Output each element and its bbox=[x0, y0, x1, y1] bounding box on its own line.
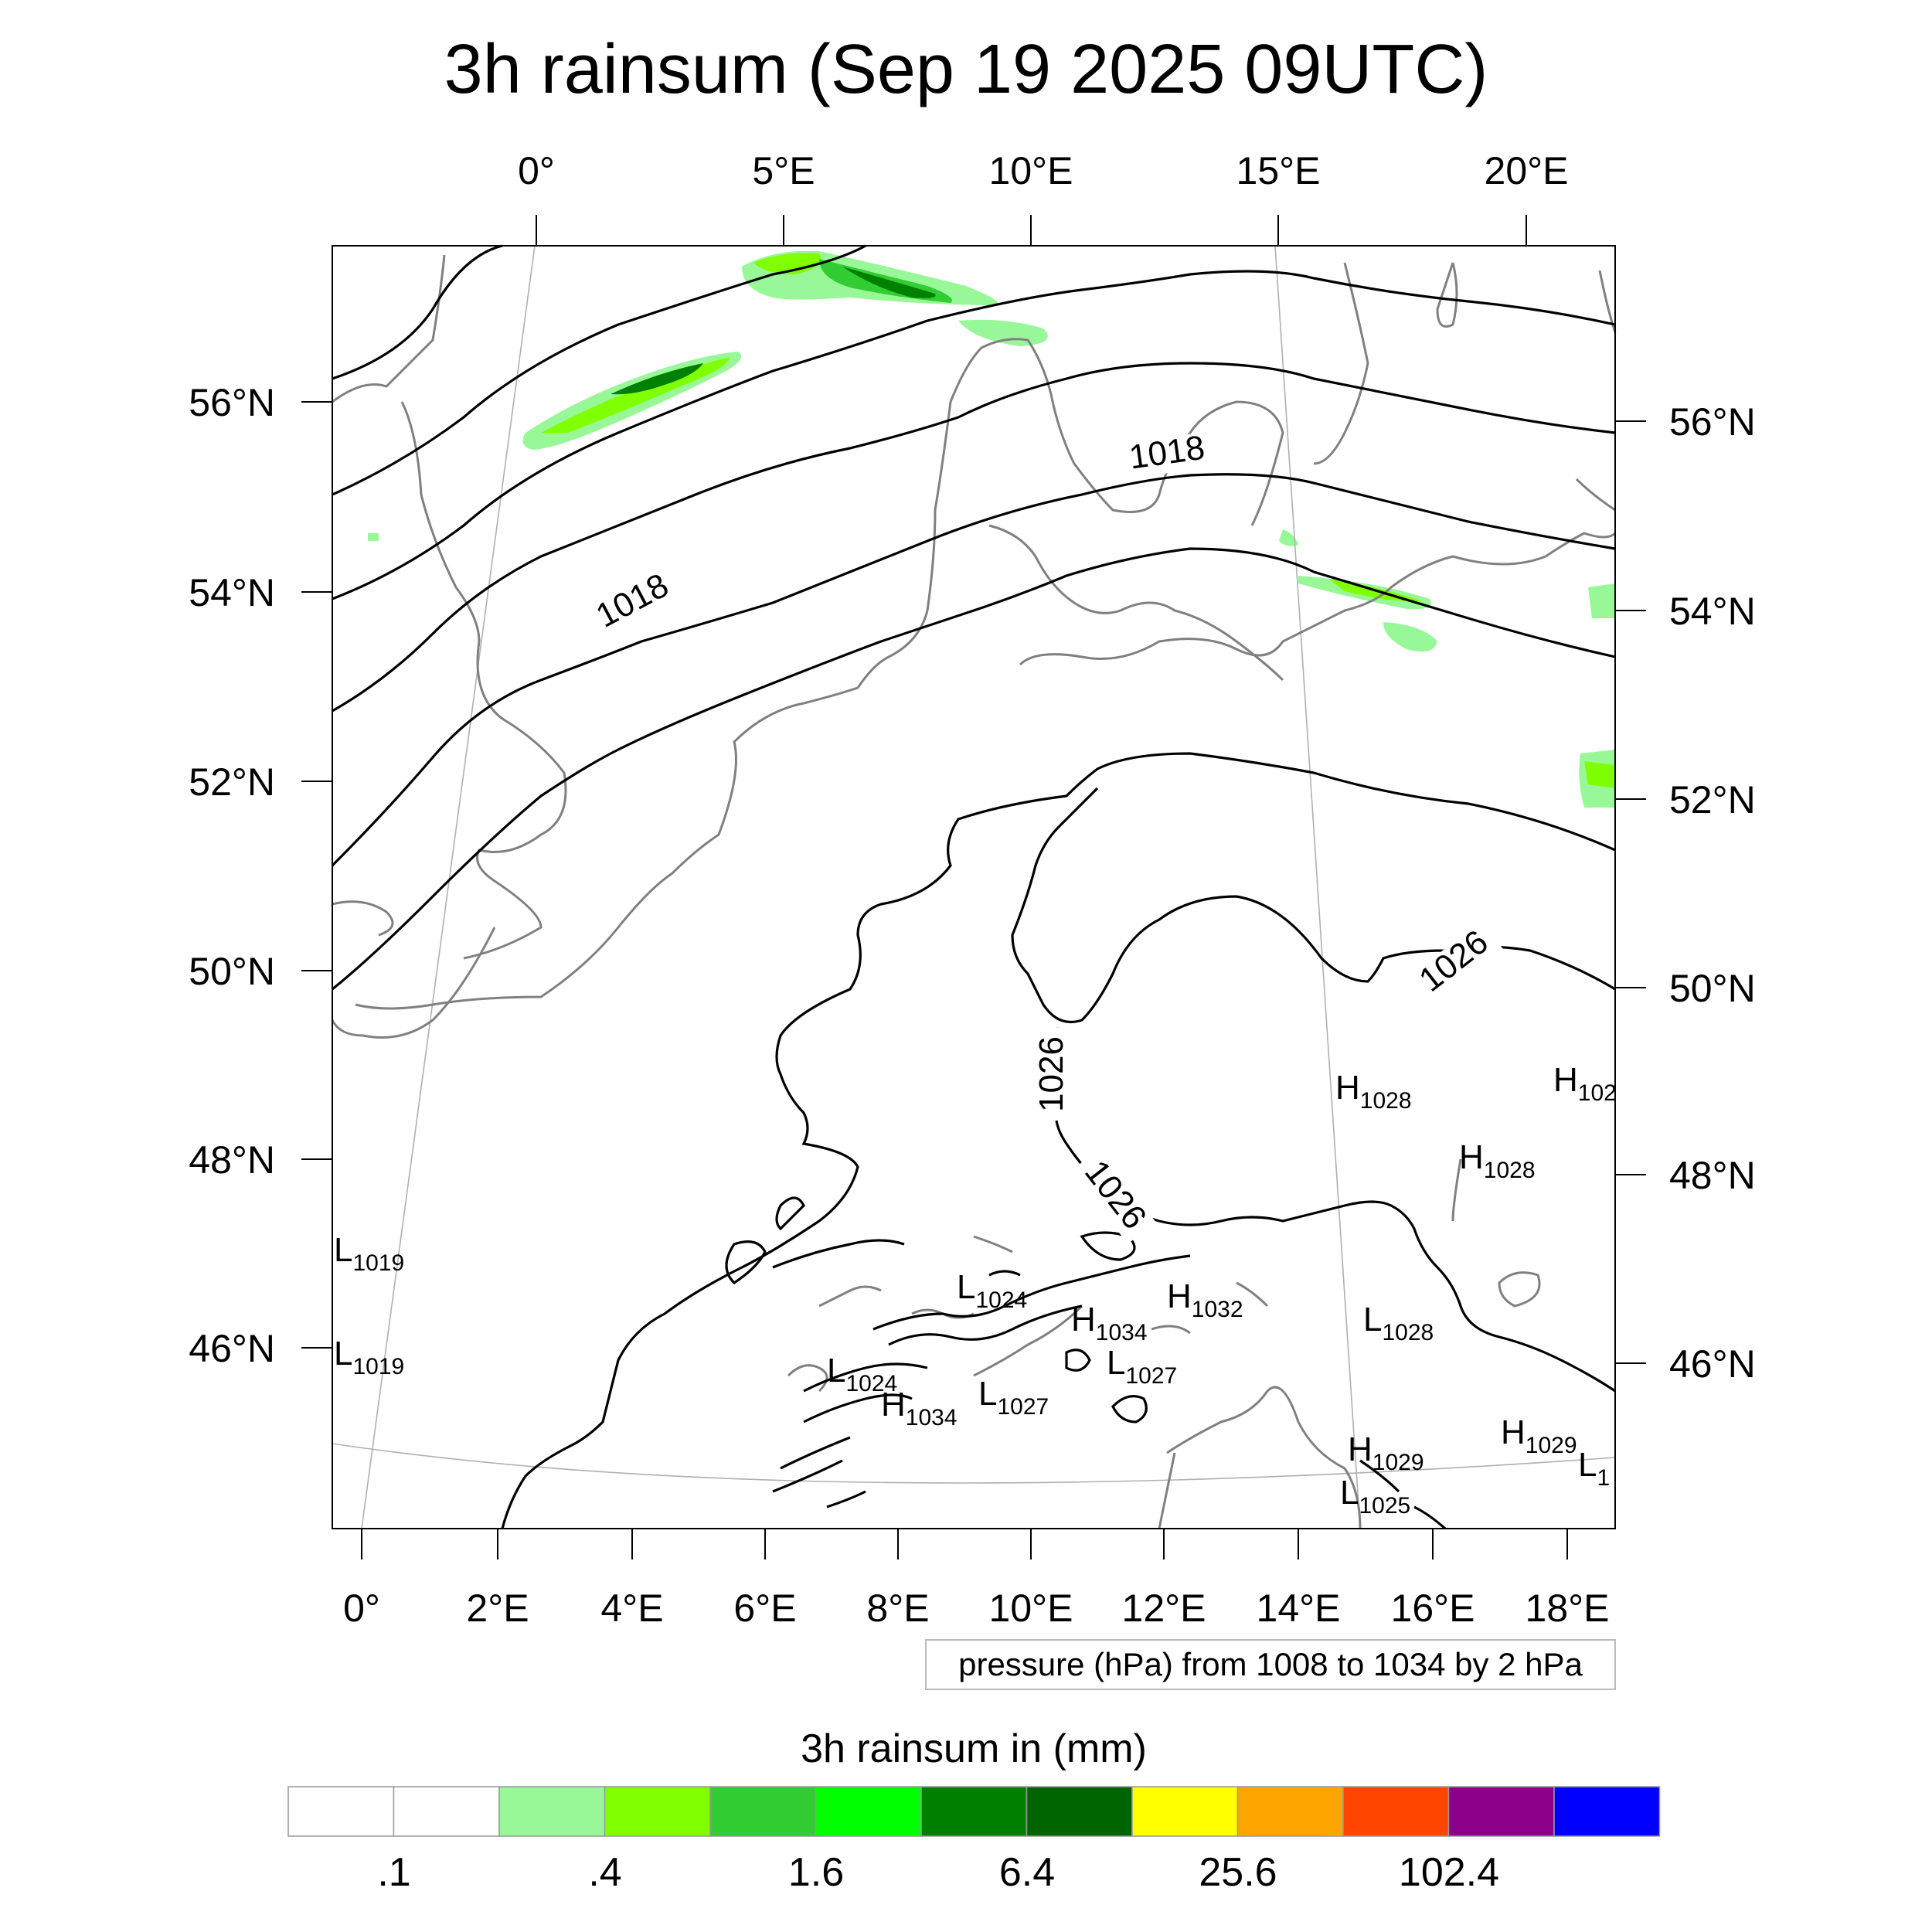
colorbar-tick-label: 102.4 bbox=[1399, 1850, 1499, 1895]
pressure-center-label: L1027 bbox=[978, 1375, 1049, 1420]
bottom-lon-label: 18°E bbox=[1526, 1587, 1610, 1630]
map-title: 3h rainsum (Sep 19 2025 09UTC) bbox=[444, 31, 1488, 108]
bottom-lon-label: 6°E bbox=[733, 1587, 796, 1630]
colorbar-tick-label: 25.6 bbox=[1199, 1850, 1277, 1895]
bottom-lon-label: 16°E bbox=[1391, 1587, 1475, 1630]
colorbar-box bbox=[1447, 1786, 1555, 1837]
colorbar-box bbox=[709, 1786, 817, 1837]
legend-text: pressure (hPa) from 1008 to 1034 by 2 hP… bbox=[958, 1646, 1583, 1682]
legend-box bbox=[925, 1639, 1616, 1690]
bottom-lon-label: 12°E bbox=[1122, 1587, 1206, 1630]
bottom-lon-label: 14°E bbox=[1257, 1587, 1341, 1630]
isobars bbox=[331, 244, 1616, 1530]
colorbar-tick-label: .1 bbox=[377, 1850, 410, 1895]
pressure-center-label: L1019 bbox=[334, 1335, 404, 1379]
pressure-center-label: H1028 bbox=[1335, 1069, 1412, 1114]
colorbar-box bbox=[1236, 1786, 1344, 1837]
pressure-center-label: H1028 bbox=[1459, 1138, 1536, 1183]
rain-fields bbox=[368, 250, 1615, 808]
colorbar-box bbox=[1026, 1786, 1133, 1837]
top-lon-label: 0° bbox=[518, 149, 555, 192]
pressure-center-label: L1 bbox=[1578, 1446, 1610, 1491]
colorbar-box bbox=[498, 1786, 606, 1837]
colorbar-box bbox=[1553, 1786, 1661, 1837]
pressure-centers: H1028 H102 H1028 L1019 L1024 H1032 H1034… bbox=[334, 1061, 1617, 1519]
right-lat-label: 56°N bbox=[1669, 400, 1756, 444]
colorbar-box bbox=[393, 1786, 500, 1837]
right-lat-label: 50°N bbox=[1669, 967, 1756, 1010]
right-latitude-labels: 56°N 54°N 52°N 50°N 48°N 46°N bbox=[1669, 400, 1756, 1386]
pressure-center-label: H1029 bbox=[1348, 1430, 1424, 1475]
colorbar-tick-label: 1.6 bbox=[788, 1850, 844, 1895]
colorbar-box bbox=[287, 1786, 395, 1837]
pressure-center-label: H1029 bbox=[1501, 1413, 1577, 1458]
top-lon-label: 10°E bbox=[989, 149, 1073, 192]
right-lat-label: 46°N bbox=[1669, 1342, 1756, 1386]
top-lon-label: 5°E bbox=[752, 149, 815, 192]
bottom-lon-label: 8°E bbox=[866, 1587, 929, 1630]
colorbar-tick-label: .4 bbox=[588, 1850, 621, 1895]
left-lat-label: 52°N bbox=[189, 760, 275, 804]
right-lat-label: 54°N bbox=[1669, 590, 1756, 633]
pressure-center-label: H102 bbox=[1553, 1061, 1617, 1106]
axis-ticks bbox=[301, 215, 1646, 1560]
pressure-center-label: H1034 bbox=[1071, 1301, 1148, 1345]
colorbar-box bbox=[815, 1786, 922, 1837]
colorbar bbox=[287, 1786, 1661, 1837]
graticule bbox=[332, 245, 1616, 1529]
left-lat-label: 46°N bbox=[189, 1327, 275, 1370]
top-lon-label: 20°E bbox=[1485, 149, 1569, 192]
right-lat-label: 48°N bbox=[1669, 1154, 1756, 1197]
left-lat-label: 54°N bbox=[189, 571, 275, 614]
pressure-center-label: L1024 bbox=[957, 1268, 1027, 1313]
colorbar-title: 3h rainsum in (mm) bbox=[801, 1726, 1147, 1771]
left-lat-label: 50°N bbox=[189, 950, 275, 993]
pressure-center-label: L1024 bbox=[827, 1352, 897, 1396]
bottom-lon-label: 2°E bbox=[466, 1587, 529, 1630]
left-latitude-labels: 56°N 54°N 52°N 50°N 48°N 46°N bbox=[189, 381, 275, 1370]
left-lat-label: 56°N bbox=[189, 381, 275, 424]
colorbar-tick-label: 6.4 bbox=[999, 1850, 1055, 1895]
bottom-longitude-labels: 0° 2°E 4°E 6°E 8°E 10°E 12°E 14°E 16°E 1… bbox=[343, 1587, 1609, 1630]
pressure-center-label: H1032 bbox=[1167, 1277, 1243, 1322]
colorbar-box bbox=[1342, 1786, 1450, 1837]
colorbar-box bbox=[604, 1786, 711, 1837]
pressure-center-label: L1025 bbox=[1340, 1474, 1410, 1519]
pressure-center-label: L1019 bbox=[334, 1231, 404, 1276]
pressure-center-label: H1034 bbox=[881, 1386, 957, 1430]
bottom-lon-label: 0° bbox=[343, 1587, 380, 1630]
coastlines bbox=[331, 254, 1617, 1529]
left-lat-label: 48°N bbox=[189, 1138, 275, 1182]
top-longitude-labels: 0° 5°E 10°E 15°E 20°E bbox=[518, 149, 1568, 192]
contour-label: 1026 bbox=[1032, 1036, 1070, 1112]
right-lat-label: 52°N bbox=[1669, 778, 1756, 821]
bottom-lon-label: 10°E bbox=[989, 1587, 1073, 1630]
bottom-lon-label: 4°E bbox=[600, 1587, 663, 1630]
colorbar-labels: .1 .4 1.6 6.4 25.6 102.4 bbox=[377, 1850, 1499, 1895]
top-lon-label: 15°E bbox=[1236, 149, 1321, 192]
pressure-center-label: L1027 bbox=[1107, 1344, 1177, 1389]
pressure-center-label: L1028 bbox=[1363, 1301, 1434, 1345]
map-border bbox=[332, 245, 1616, 1529]
colorbar-box bbox=[920, 1786, 1028, 1837]
colorbar-box bbox=[1131, 1786, 1239, 1837]
